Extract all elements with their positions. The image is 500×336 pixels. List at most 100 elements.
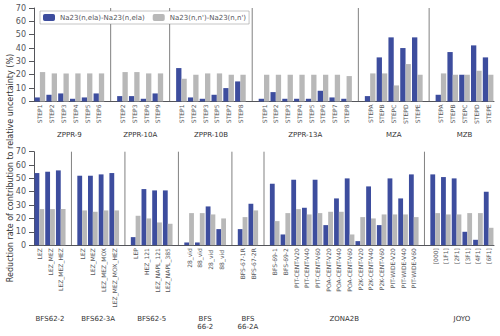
svg-text:PIT-WIDE-V40: PIT-WIDE-V40: [400, 248, 407, 288]
svg-text:BFS: BFS: [199, 315, 213, 323]
svg-text:BFS62-5: BFS62-5: [137, 315, 166, 323]
svg-text:LEZ_NAPL_385: LEZ_NAPL_385: [164, 248, 172, 292]
svg-text:STEP7: STEP7: [225, 104, 232, 123]
svg-text:STEPA: STEPA: [437, 104, 444, 123]
svg-text:40: 40: [16, 44, 26, 53]
svg-text:STEP4: STEP4: [72, 104, 79, 123]
svg-text:STEP5: STEP5: [308, 104, 315, 123]
svg-text:MZA: MZA: [386, 131, 402, 139]
svg-text:PIT-CENT-V60: PIT-CENT-V60: [314, 248, 321, 288]
svg-text:STEPA: STEPA: [367, 104, 374, 123]
svg-text:STEP6: STEP6: [95, 104, 102, 123]
svg-text:ZPPR-13A: ZPPR-13A: [288, 131, 322, 139]
svg-text:30: 30: [16, 57, 26, 66]
svg-text:LEZ_MEZ_MOX: LEZ_MEZ_MOX: [100, 248, 108, 292]
svg-text:P2K-CENT-V40: P2K-CENT-V40: [367, 248, 374, 290]
svg-text:70: 70: [16, 4, 26, 13]
svg-text:STEP1: STEP1: [36, 104, 43, 123]
svg-text:LEZ_MEZ: LEZ_MEZ: [89, 248, 97, 275]
svg-text:10: 10: [16, 227, 26, 236]
svg-text:STEP3: STEP3: [284, 104, 291, 123]
svg-text:0: 0: [21, 241, 26, 250]
svg-text:Reduction rate of contribution: Reduction rate of contribution to relati…: [6, 54, 15, 282]
svg-text:STEPB: STEPB: [449, 104, 456, 123]
svg-text:88_vid: 88_vid: [196, 248, 204, 268]
svg-text:P2K-CENT-V20: P2K-CENT-V20: [357, 248, 364, 290]
svg-text:STEP3: STEP3: [131, 104, 138, 123]
svg-text:28_vid: 28_vid: [186, 248, 194, 268]
svg-text:BFS-67-1R: BFS-67-1R: [239, 248, 246, 279]
svg-text:[2F1]: [2F1]: [453, 248, 460, 264]
svg-text:BFS-69-2: BFS-69-2: [282, 248, 289, 275]
svg-text:50: 50: [16, 30, 26, 39]
svg-text:[3F1]: [3F1]: [464, 248, 471, 264]
svg-text:ZPPR-10B: ZPPR-10B: [194, 131, 228, 139]
svg-text:BFS: BFS: [241, 315, 255, 323]
svg-text:20: 20: [16, 214, 26, 223]
svg-text:[6F1]: [6F1]: [485, 248, 492, 264]
svg-text:HEZ_121: HEZ_121: [143, 248, 151, 275]
svg-text:60: 60: [16, 161, 26, 170]
svg-text:STEP6: STEP6: [319, 104, 326, 123]
svg-text:STEP2: STEP2: [190, 104, 197, 123]
svg-text:LEZ: LEZ: [36, 248, 43, 259]
svg-text:[4F1]: [4F1]: [474, 248, 481, 264]
svg-text:STEP2: STEP2: [119, 104, 126, 123]
svg-text:PIT-CENT-V20: PIT-CENT-V20: [293, 248, 300, 288]
svg-text:30: 30: [16, 201, 26, 210]
svg-text:STEP2: STEP2: [48, 104, 55, 123]
svg-text:STEP1: STEP1: [261, 104, 268, 123]
svg-text:STEPC: STEPC: [461, 104, 468, 123]
svg-text:40: 40: [16, 187, 26, 196]
svg-text:[1F1]: [1F1]: [442, 248, 449, 264]
svg-text:66-2A: 66-2A: [238, 323, 259, 331]
svg-text:ZONA2B: ZONA2B: [329, 315, 359, 323]
svg-text:POA-CENT-V60: POA-CENT-V60: [346, 248, 353, 292]
svg-text:28_vid: 28_vid: [207, 248, 215, 270]
svg-text:STEP3: STEP3: [202, 104, 209, 123]
svg-text:BFS62-3A: BFS62-3A: [81, 315, 115, 323]
svg-text:ZPPR-9: ZPPR-9: [57, 131, 82, 139]
svg-text:STEPE: STEPE: [414, 104, 421, 123]
svg-text:STEP2: STEP2: [272, 104, 279, 123]
svg-text:Na23(n,n')-Na23(n,n'): Na23(n,n')-Na23(n,n'): [170, 14, 247, 22]
svg-text:STEPD: STEPD: [473, 104, 480, 124]
svg-text:LEZ_MEZ_HEZ: LEZ_MEZ_HEZ: [57, 248, 65, 291]
svg-text:PIT-WIDE-V20: PIT-WIDE-V20: [389, 248, 396, 288]
svg-text:50: 50: [16, 174, 26, 183]
svg-text:STEP5: STEP5: [84, 104, 91, 123]
svg-text:LEZ: LEZ: [79, 248, 86, 259]
svg-text:BFS-67-2R: BFS-67-2R: [250, 248, 257, 279]
svg-text:STEP8: STEP8: [237, 104, 244, 123]
svg-text:STEPE: STEPE: [485, 104, 492, 123]
svg-text:BFS-69-1: BFS-69-1: [271, 248, 278, 275]
svg-text:88_vid: 88_vid: [218, 248, 226, 270]
svg-text:60: 60: [16, 17, 26, 26]
svg-text:POA-CENT-V20: POA-CENT-V20: [325, 248, 332, 292]
svg-text:20: 20: [16, 70, 26, 79]
svg-text:STEP8: STEP8: [343, 104, 350, 123]
svg-text:POA-CENT-V40: POA-CENT-V40: [335, 248, 342, 292]
svg-text:66-2: 66-2: [197, 323, 213, 331]
svg-text:LEZ_MEZ_MOX_HEZ: LEZ_MEZ_MOX_HEZ: [111, 248, 119, 307]
svg-text:STEP3: STEP3: [60, 104, 67, 123]
svg-text:STEPD: STEPD: [402, 104, 409, 124]
svg-text:STEP9: STEP9: [154, 104, 161, 123]
svg-text:P2K-CENT-V60: P2K-CENT-V60: [378, 248, 385, 290]
svg-text:STEP7: STEP7: [331, 104, 338, 123]
svg-text:STEP6: STEP6: [143, 104, 150, 123]
svg-text:JOYO: JOYO: [453, 315, 471, 323]
svg-text:ZPPR-10A: ZPPR-10A: [123, 131, 157, 139]
svg-text:Na23(n,ela)-Na23(n,ela): Na23(n,ela)-Na23(n,ela): [60, 14, 145, 22]
svg-text:LEP: LEP: [132, 248, 139, 259]
svg-text:MZB: MZB: [457, 131, 473, 139]
svg-text:PIT-WIDE-V60: PIT-WIDE-V60: [410, 248, 417, 288]
svg-text:0: 0: [21, 97, 26, 106]
svg-text:[000]: [000]: [432, 248, 439, 264]
svg-text:STEP4: STEP4: [296, 104, 303, 123]
svg-text:70: 70: [16, 147, 26, 156]
svg-text:STEP1: STEP1: [178, 104, 185, 123]
svg-text:STEPB: STEPB: [378, 104, 385, 123]
svg-text:PIT-CENT-V40: PIT-CENT-V40: [303, 248, 310, 288]
svg-text:10: 10: [16, 84, 26, 93]
